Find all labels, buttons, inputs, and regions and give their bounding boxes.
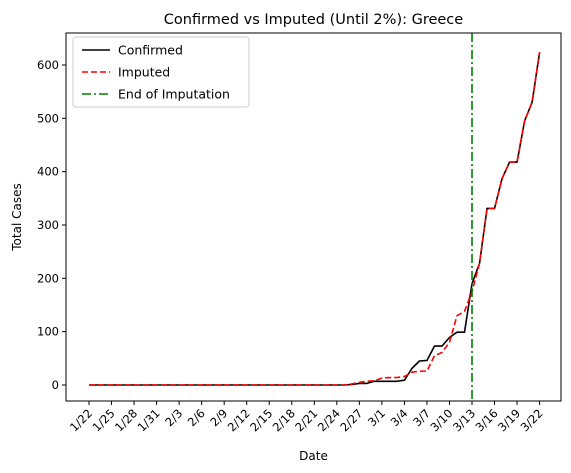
chart-title: Confirmed vs Imputed (Until 2%): Greece: [164, 12, 464, 28]
y-axis-label: Total Cases: [10, 183, 24, 251]
y-axis: 0 100 200 300 400 500 600: [37, 58, 66, 392]
legend: Confirmed Imputed End of Imputation: [72, 36, 250, 108]
y-tick-label: 100: [37, 325, 59, 339]
y-tick-label: 600: [37, 58, 59, 72]
x-axis-label: Date: [299, 449, 328, 463]
series-line-imputed: [89, 52, 541, 386]
y-tick-label: 0: [52, 378, 59, 392]
legend-imputed-label: Imputed: [118, 65, 170, 80]
legend-end-of-imputation-label: End of Imputation: [118, 87, 230, 102]
y-tick-label: 200: [37, 271, 59, 285]
y-tick-label: 500: [37, 111, 59, 125]
y-tick-label: 300: [37, 218, 59, 232]
plot-area: [89, 33, 541, 401]
legend-box: [72, 36, 250, 108]
y-tick-label: 400: [37, 165, 59, 179]
legend-confirmed-label: Confirmed: [118, 43, 183, 58]
plot-frame: [65, 32, 562, 402]
